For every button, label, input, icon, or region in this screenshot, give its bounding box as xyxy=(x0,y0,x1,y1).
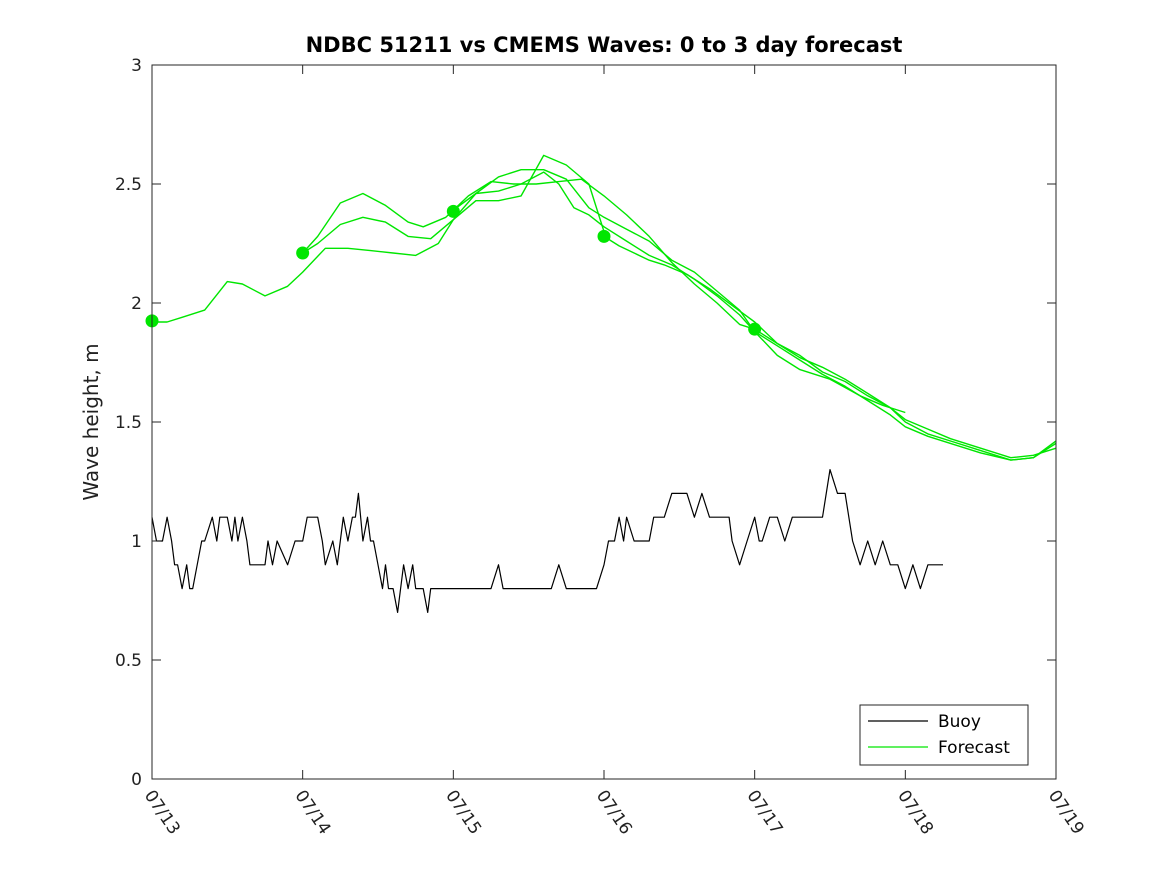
y-tick-label: 1 xyxy=(131,532,142,552)
forecast-series-line-1 xyxy=(152,154,605,323)
forecast-series-line-6 xyxy=(754,328,1057,461)
y-axis: 0 0.5 1 1.5 2 2.5 3 xyxy=(115,56,1056,790)
plot-area xyxy=(145,154,1057,613)
buoy-series-line xyxy=(151,469,943,613)
y-tick-label: 0.5 xyxy=(115,651,142,671)
legend-box xyxy=(859,704,1029,766)
forecast-start-marker xyxy=(296,246,310,260)
legend: Buoy Forecast xyxy=(859,704,1029,766)
y-tick-label: 2 xyxy=(131,294,142,314)
y-tick-label: 2.5 xyxy=(115,175,142,195)
y-tick-label: 0 xyxy=(131,770,142,790)
forecast-start-marker xyxy=(748,322,762,336)
forecast-series-line-4 xyxy=(452,169,1057,461)
y-axis-label: Wave height, m xyxy=(79,343,103,500)
y-tick-label: 1.5 xyxy=(115,413,142,433)
y-tick-label: 3 xyxy=(131,56,142,76)
forecast-series-line-3 xyxy=(302,171,906,414)
forecast-series-line-5 xyxy=(603,235,1057,459)
forecast-start-marker xyxy=(597,229,611,243)
legend-forecast-label: Forecast xyxy=(938,738,1010,758)
legend-buoy-label: Buoy xyxy=(938,712,981,732)
chart-title: NDBC 51211 vs CMEMS Waves: 0 to 3 day fo… xyxy=(306,33,903,57)
forecast-start-marker xyxy=(446,204,460,218)
